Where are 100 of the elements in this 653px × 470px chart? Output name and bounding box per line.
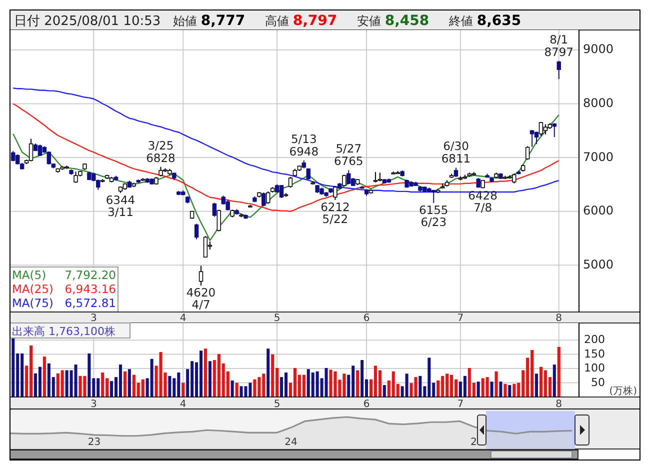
x-tick-label: 7 — [457, 313, 464, 324]
candlestick — [203, 236, 208, 258]
y-tick-label: 8000 — [583, 96, 614, 110]
candlestick — [333, 186, 338, 200]
bar — [240, 386, 243, 397]
bar — [168, 376, 172, 397]
bar — [454, 379, 458, 397]
candlestick — [262, 192, 266, 206]
annotation: 6828 — [146, 150, 176, 165]
bar — [110, 381, 114, 397]
candlestick — [530, 130, 534, 148]
x-tick-label: 8 — [556, 399, 562, 410]
text: 終値 8,635 — [448, 13, 522, 29]
annotation: 8797 — [544, 44, 574, 59]
bar — [552, 364, 556, 397]
annotation: 6948 — [289, 144, 319, 158]
y-tick-label: 6000 — [583, 204, 614, 218]
bar — [512, 384, 516, 397]
bar — [244, 386, 248, 397]
bar — [414, 377, 418, 397]
x-tick-label: 8 — [556, 313, 562, 324]
bar — [230, 380, 234, 397]
text: MA(5) — [12, 268, 46, 282]
candlestick — [454, 167, 458, 178]
candlestick — [373, 172, 378, 183]
line-series — [12, 114, 560, 242]
candlestick — [534, 131, 539, 145]
bar — [60, 370, 64, 397]
bar — [123, 371, 126, 397]
x-tick-label: 4 — [180, 399, 186, 410]
bar — [253, 379, 256, 397]
bar — [208, 361, 212, 397]
annotation: 7/8 — [474, 200, 492, 214]
bar — [557, 346, 560, 397]
y-tick-label: 100 — [584, 362, 605, 375]
candlestick — [346, 170, 351, 184]
annotation: 6,572.81 — [64, 296, 116, 310]
annotation: 6428 — [468, 188, 498, 202]
bar — [182, 382, 185, 397]
bar — [141, 379, 144, 397]
candlestick — [552, 122, 556, 138]
bar — [405, 374, 408, 397]
annotation: 6811 — [441, 152, 471, 166]
bar — [494, 371, 498, 397]
annotation: 7,792.20 — [64, 268, 116, 282]
x-tick-label: 3 — [90, 399, 97, 410]
x-tick-label: 6 — [363, 313, 370, 324]
candlestick — [38, 144, 42, 156]
y-tick-label: 5000 — [583, 257, 614, 272]
annotation: 6212 — [320, 200, 350, 214]
annotation: 6,943.16 — [64, 282, 116, 296]
x-tick-label: 5 — [274, 399, 280, 410]
bar — [204, 348, 207, 397]
bar — [463, 376, 466, 397]
bar — [486, 377, 489, 397]
annotation: 5/13 — [290, 132, 317, 146]
bar — [490, 382, 494, 397]
bar — [436, 380, 440, 397]
annotation: 6344 — [106, 192, 136, 207]
annotation: 6/23 — [420, 215, 447, 230]
candlestick — [288, 176, 293, 188]
text: MA(75) — [12, 296, 54, 310]
annotation: 6765 — [334, 154, 364, 168]
annotation: 3/25 — [148, 138, 174, 152]
bar — [508, 385, 512, 397]
candlestick — [212, 202, 217, 218]
annotation: 5/22 — [322, 212, 348, 226]
candlestick — [194, 223, 199, 240]
text: 安値 8,458 — [357, 13, 430, 29]
bar — [235, 382, 238, 397]
bar — [504, 384, 507, 397]
bar — [329, 370, 332, 397]
bar — [271, 354, 274, 397]
y-tick-label: 200 — [584, 333, 605, 346]
candlestick — [11, 150, 16, 162]
text: MA(25) — [12, 282, 54, 296]
x-tick-label: 7 — [457, 399, 464, 410]
bar — [150, 358, 154, 397]
y-axis-title: (万株) — [609, 385, 638, 397]
bar — [128, 369, 131, 397]
candlestick — [279, 184, 284, 198]
bar — [38, 366, 42, 397]
annotation: 8/1 — [550, 32, 568, 46]
y-tick-label: 9000 — [583, 42, 614, 56]
x-tick-label: 2 — [470, 437, 477, 448]
x-tick-label: 6 — [363, 399, 370, 410]
bar — [78, 376, 82, 397]
text: 高値 8,797 — [265, 13, 338, 29]
annotation: 3/11 — [108, 204, 134, 219]
text: 始値 8,777 — [173, 13, 246, 29]
candlestick — [556, 60, 561, 80]
y-tick-label: 50 — [591, 376, 605, 389]
bar — [74, 364, 78, 397]
y-tick-label: 7000 — [583, 150, 614, 164]
bar — [360, 360, 364, 397]
chart-title: 出来高 1,763,100株 — [12, 325, 116, 338]
candlestick — [226, 199, 230, 211]
bar — [118, 364, 122, 397]
bar — [356, 370, 360, 397]
annotation: 4/7 — [192, 298, 210, 312]
